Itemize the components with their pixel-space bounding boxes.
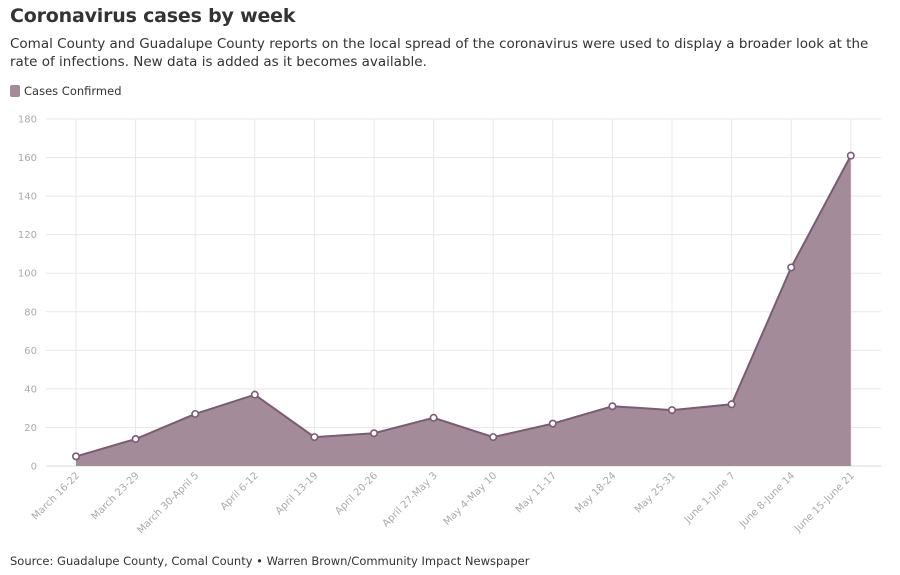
y-tick-label: 180 (18, 115, 37, 126)
x-tick-label: June 8-June 14 (737, 470, 797, 530)
x-tick-label: March 23-29 (90, 470, 142, 522)
x-tick-label: April 6-12 (219, 470, 261, 512)
chart-subtitle: Comal County and Guadalupe County report… (10, 36, 869, 70)
data-point[interactable] (846, 151, 855, 160)
x-tick-label: April 13-19 (274, 470, 321, 517)
data-point[interactable] (131, 435, 140, 444)
y-tick-label: 40 (24, 384, 37, 395)
chart-title: Coronavirus cases by week (10, 5, 296, 27)
data-point[interactable] (608, 402, 617, 411)
data-point[interactable] (429, 413, 438, 422)
legend-swatch (10, 85, 20, 97)
x-tick-label: May 4-May 10 (442, 470, 500, 528)
y-tick-label: 60 (24, 346, 37, 357)
x-tick-label: March 16-22 (30, 470, 82, 522)
data-point[interactable] (369, 429, 378, 438)
data-point[interactable] (191, 409, 200, 418)
x-tick-label: June 1-June 7 (682, 470, 738, 526)
y-tick-label: 80 (24, 307, 37, 318)
data-point[interactable] (72, 452, 81, 461)
x-tick-label: May 18-24 (573, 470, 618, 515)
y-tick-label: 20 (24, 423, 37, 434)
x-tick-label: April 27-May 3 (381, 470, 440, 529)
data-point[interactable] (727, 400, 736, 409)
data-point[interactable] (667, 406, 676, 415)
series-line (75, 155, 852, 458)
y-tick-label: 140 (18, 192, 37, 203)
x-tick-label: March 30-April 5 (135, 470, 201, 536)
data-points (72, 151, 855, 461)
x-tick-label: May 25-31 (633, 470, 678, 515)
data-point[interactable] (310, 433, 319, 442)
data-point[interactable] (250, 390, 259, 399)
source-note: Source: Guadalupe County, Comal County •… (10, 554, 530, 568)
x-tick-label: May 11-17 (514, 470, 559, 515)
x-tick-label: June 15-June 21 (792, 470, 857, 535)
y-tick-label: 0 (31, 462, 37, 473)
y-axis: 0 20 40 60 80 100 120 140 160 180 (18, 115, 37, 473)
legend-label: Cases Confirmed (24, 84, 122, 98)
series-area (76, 155, 851, 466)
data-point[interactable] (548, 419, 557, 428)
data-point[interactable] (787, 263, 796, 272)
x-tick-label: April 20-26 (333, 470, 380, 517)
y-tick-label: 160 (18, 153, 37, 164)
legend[interactable]: Cases Confirmed (10, 84, 122, 98)
y-tick-label: 100 (18, 269, 37, 280)
y-tick-label: 120 (18, 230, 37, 241)
data-point[interactable] (489, 433, 498, 442)
